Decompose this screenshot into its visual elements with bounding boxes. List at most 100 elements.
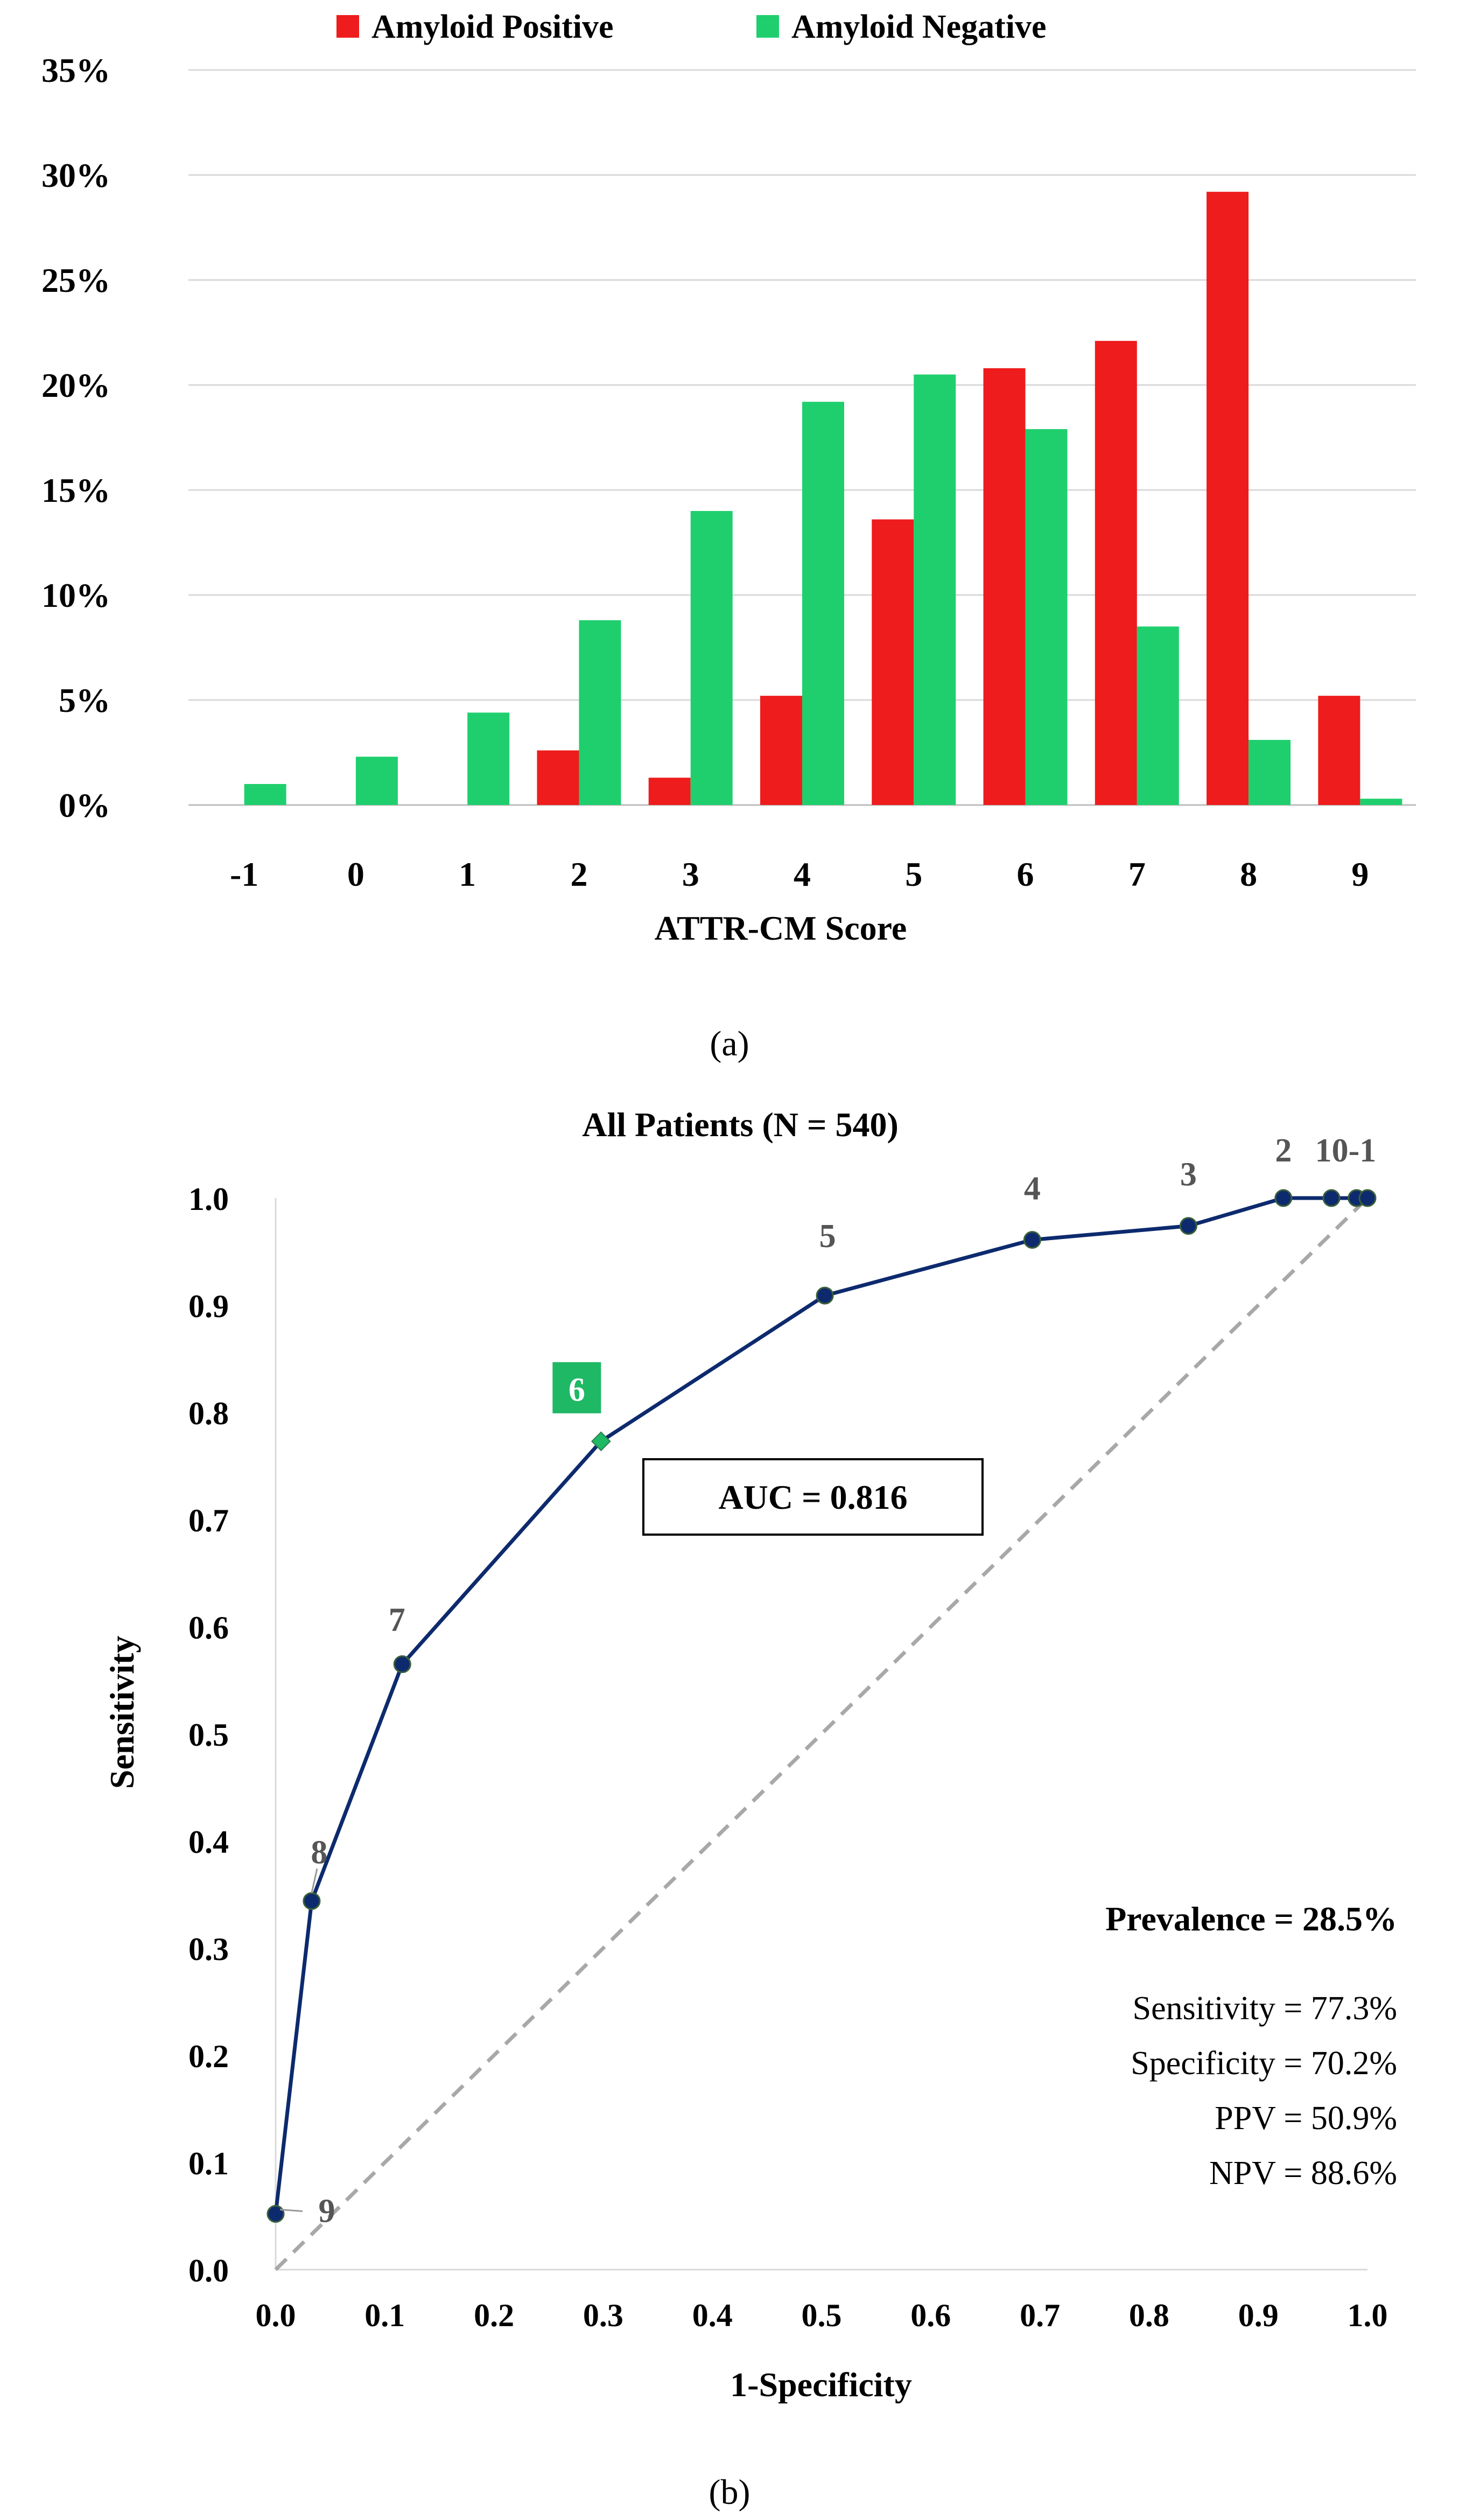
roc-point xyxy=(1274,1189,1293,1207)
x-tick-label: 0.0 xyxy=(256,2298,296,2333)
ppv-stat: PPV = 50.9% xyxy=(1215,2100,1397,2137)
panel-label-a: (a) xyxy=(710,1024,749,1063)
point-labels: 9 8 7 6 5 4 3 2 xyxy=(279,1132,1292,2230)
bar-amyloid-positive xyxy=(1207,192,1249,806)
bar-amyloid-positive xyxy=(872,519,914,805)
auc-box xyxy=(642,1458,984,1536)
point-label-10-to-minus-1: 10-1 xyxy=(1315,1132,1377,1169)
y-tick-label: 0.0 xyxy=(188,2253,229,2288)
bar-amyloid-negative xyxy=(802,402,844,805)
roc-point xyxy=(1358,1189,1377,1207)
y-tick-label: 0.3 xyxy=(188,1931,229,1967)
bar-amyloid-negative xyxy=(579,620,621,805)
legend-swatch-amyloid-positive xyxy=(336,15,359,38)
roc-points xyxy=(266,1189,1377,2223)
y-tick-label: 25% xyxy=(41,261,110,299)
y-tick-label: 35% xyxy=(41,51,110,89)
bar-amyloid-negative xyxy=(1248,740,1291,805)
point-label: 6 xyxy=(569,1372,585,1409)
bar-amyloid-negative xyxy=(1360,799,1402,805)
x-tick-label: 1 xyxy=(459,855,476,893)
y-tick-label: 1.0 xyxy=(188,1181,229,1217)
bar-amyloid-negative xyxy=(355,757,398,805)
point-label: 4 xyxy=(1024,1171,1041,1207)
x-tick-labels: 0.0 0.1 0.2 0.3 0.4 0.5 0.6 0.7 0.8 0.9 1.0 xyxy=(256,2298,1388,2333)
roc-chart-panel: All Patients (N = 540) 0.00.10.20.30.40.… xyxy=(103,1105,1397,2512)
roc-point-highlight xyxy=(591,1431,611,1452)
y-tick-label: 0.2 xyxy=(188,2039,229,2074)
panel-label-b: (b) xyxy=(709,2473,750,2512)
x-tick-label: 3 xyxy=(682,855,699,893)
x-tick-label: 0.5 xyxy=(802,2298,842,2333)
bar-chart-panel: Amyloid Positive Amyloid Negative 0% 5% 1 0… xyxy=(41,9,1416,1063)
roc-point xyxy=(816,1286,834,1305)
x-tick-label: 9 xyxy=(1351,855,1369,893)
y-tick-label: 0.9 xyxy=(188,1289,229,1324)
point-label: 9 xyxy=(319,2193,335,2230)
y-axis-label: Sensitivity xyxy=(103,1636,141,1789)
legend: Amyloid Positive Amyloid Negative xyxy=(336,9,1047,45)
x-tick-label: 0.6 xyxy=(910,2298,951,2333)
leader-line xyxy=(311,1868,318,1893)
sensitivity-stat: Sensitivity = 77.3% xyxy=(1133,1990,1397,2027)
x-tick-label: 0 xyxy=(347,855,364,893)
bar-amyloid-negative xyxy=(467,712,510,805)
x-axis-label: ATTR-CM Score xyxy=(655,909,907,947)
bar-amyloid-positive xyxy=(760,696,802,805)
point-label: 3 xyxy=(1180,1157,1197,1193)
chart-title: All Patients (N = 540) xyxy=(582,1105,899,1144)
roc-point xyxy=(266,2205,285,2223)
point-label: 7 xyxy=(389,1602,405,1639)
x-tick-label: 7 xyxy=(1128,855,1146,893)
bar-amyloid-positive xyxy=(1318,696,1360,805)
x-tick-label: 0.7 xyxy=(1020,2298,1060,2333)
highlight-label-box xyxy=(552,1362,601,1413)
legend-swatch-amyloid-negative xyxy=(756,15,779,38)
bar-amyloid-positive xyxy=(537,750,579,805)
bar-amyloid-negative xyxy=(1025,429,1068,805)
x-tick-label: 0.1 xyxy=(364,2298,405,2333)
x-tick-label: 0.9 xyxy=(1238,2298,1279,2333)
reference-diagonal xyxy=(274,1196,1369,2271)
bar-amyloid-negative xyxy=(914,374,956,805)
roc-point xyxy=(393,1655,411,1674)
roc-point xyxy=(1179,1217,1197,1235)
x-tick-label: 0.4 xyxy=(692,2298,733,2333)
x-tick-labels: -1 0 1 2 3 4 5 6 7 8 9 xyxy=(230,855,1369,893)
x-tick-label: 5 xyxy=(905,855,922,893)
x-axis-label: 1-Specificity xyxy=(730,2365,912,2404)
y-tick-label: 0.7 xyxy=(188,1503,229,1538)
roc-point xyxy=(303,1892,321,1910)
y-tick-label: 0.6 xyxy=(188,1610,229,1646)
x-tick-label: 0.2 xyxy=(474,2298,514,2333)
y-tick-label: 0% xyxy=(59,786,110,824)
x-tick-label: 4 xyxy=(794,855,811,893)
prevalence-label: Prevalence = 28.5% xyxy=(1105,1900,1397,1938)
x-tick-label: -1 xyxy=(230,855,258,893)
y-tick-label: 20% xyxy=(41,366,110,404)
legend-label-amyloid-negative: Amyloid Negative xyxy=(791,9,1047,45)
y-tick-label: 0.1 xyxy=(188,2146,229,2181)
y-tick-label: 30% xyxy=(41,156,110,194)
x-tick-label: 0.8 xyxy=(1129,2298,1169,2333)
y-tick-label: 5% xyxy=(59,681,110,719)
auc-label: AUC = 0.816 xyxy=(718,1478,907,1516)
roc-point xyxy=(1023,1231,1041,1249)
x-tick-label: 2 xyxy=(570,855,587,893)
x-tick-label: 8 xyxy=(1240,855,1257,893)
bar-amyloid-negative xyxy=(690,511,733,805)
point-label: 8 xyxy=(311,1834,327,1871)
specificity-stat: Specificity = 70.2% xyxy=(1131,2045,1397,2082)
bar-amyloid-positive xyxy=(1095,341,1137,805)
y-tick-label: 0.4 xyxy=(188,1824,229,1860)
y-tick-labels: 0.0 0.1 0.2 0.3 0.4 0.5 0.6 0.7 0.8 0.9 1.0 xyxy=(188,1181,229,2288)
x-tick-label: 1.0 xyxy=(1348,2298,1388,2333)
point-label: 5 xyxy=(819,1218,836,1255)
axes xyxy=(275,1198,1367,2271)
y-tick-label: 0.5 xyxy=(188,1717,229,1753)
y-tick-label: 0.8 xyxy=(188,1396,229,1431)
bar-amyloid-positive xyxy=(648,778,691,805)
y-tick-labels: 0% 5% 10% 15% 20% 25% 30% 35% xyxy=(41,51,110,824)
leader-line xyxy=(279,2209,303,2213)
